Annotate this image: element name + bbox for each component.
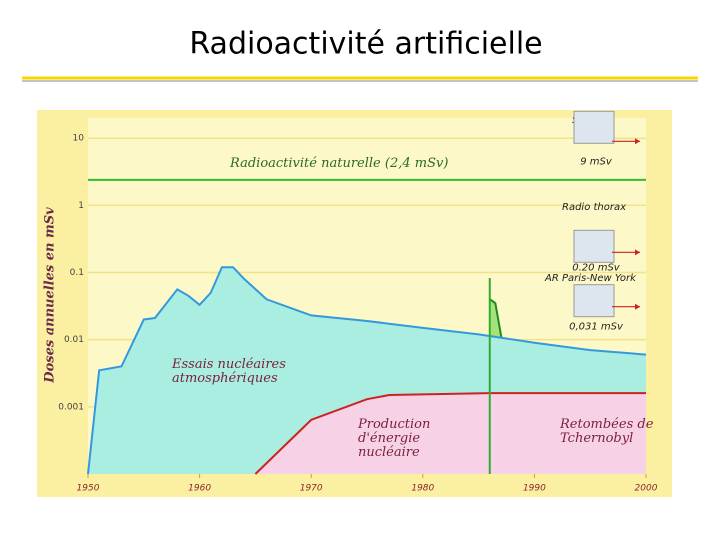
x-tick-label: 2000 [635,484,658,494]
y-tick-label: 10 [73,134,85,144]
reference-value: 0.20 mSv [572,262,621,273]
reference-arrowhead [635,303,640,310]
area [255,393,646,474]
series-label: Essais nucléaires atmosphériques [172,357,286,386]
line [87,266,647,475]
y-tick-label: 0.001 [58,402,84,412]
line [254,392,646,475]
reference-arrowhead [635,138,640,145]
slide-title: Radioactivité artificielle [189,27,542,62]
x-tick-label: 1970 [300,484,323,494]
reference-value: 0,031 mSv [569,322,624,333]
series-label: Production d'énergie nucléaire [358,417,431,460]
reference-image [573,229,615,263]
series-label: Radioactivité naturelle (2,4 mSv) [230,156,449,171]
reference-label: Radio thorax [562,202,626,213]
series-label: Retombées de Tchernobyl [560,417,654,446]
reference-value: 9 mSv [580,156,613,167]
y-tick-label: 0.01 [64,335,84,345]
reference-label: AR Paris-New York [544,273,637,284]
x-tick-label: 1960 [188,484,211,494]
x-tick-label: 1990 [523,484,546,494]
y-tick-label: 1 [78,201,84,211]
reference-image [573,284,615,318]
reference-image [573,110,615,144]
reference-arrowhead [635,249,640,256]
y-tick-label: 0.1 [70,268,84,278]
y-axis-label: Doses annuelles en mSv [43,207,58,384]
x-tick-label: 1980 [411,484,434,494]
x-tick-label: 1950 [77,484,100,494]
